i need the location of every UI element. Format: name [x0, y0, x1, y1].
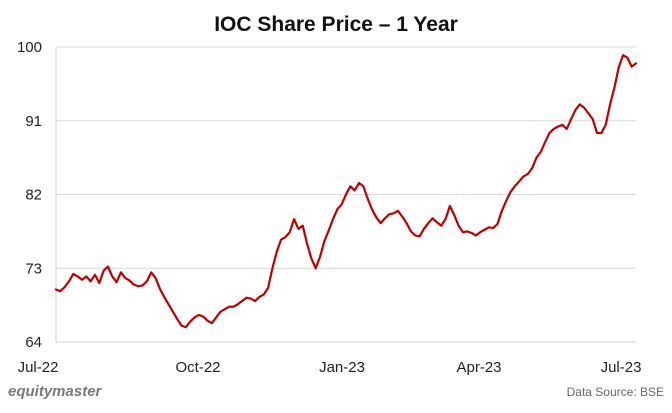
footer-brand: equitymaster	[8, 383, 103, 400]
y-tick-label: 100	[17, 39, 42, 56]
y-tick-label: 82	[25, 187, 42, 204]
tick-layer: 100 91 82 73 64 Jul-22 Oct-22 Jan-23 Apr-23 Jul-2…	[17, 39, 641, 376]
chart-title: IOC Share Price – 1 Year	[214, 13, 458, 36]
y-tick-label: 73	[25, 260, 42, 277]
footer-source: Data Source: BSE	[567, 385, 664, 399]
x-tick-label: Apr-23	[456, 359, 501, 376]
series-line	[54, 54, 638, 329]
x-tick-label: Jul-22	[18, 359, 59, 376]
x-tick-label: Jul-23	[601, 359, 642, 376]
series-layer	[54, 54, 638, 329]
y-tick-label: 91	[25, 113, 42, 130]
y-tick-label: 64	[25, 334, 42, 351]
x-tick-label: Jan-23	[319, 359, 365, 376]
x-tick-label: Oct-22	[175, 359, 220, 376]
